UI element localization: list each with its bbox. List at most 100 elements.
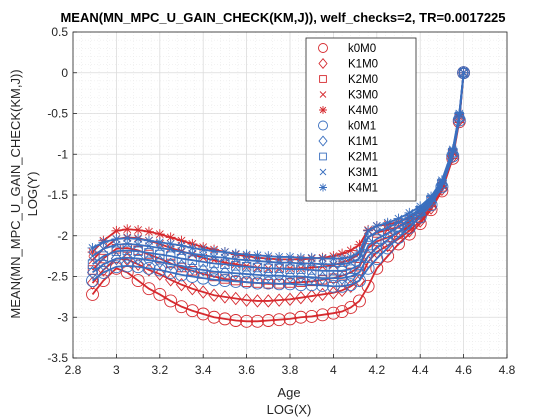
- data-point-circle: [229, 274, 243, 288]
- series-K4M1: [87, 67, 469, 264]
- data-point-x: [319, 91, 327, 98]
- data-point-x: [144, 242, 154, 251]
- data-point-circle: [240, 314, 254, 328]
- data-point-circle: [283, 277, 297, 291]
- data-point-diamond: [262, 268, 274, 283]
- data-point-diamond: [284, 269, 296, 284]
- data-point-star: [87, 242, 98, 253]
- data-point-circle: [153, 263, 167, 277]
- data-point-x: [253, 256, 262, 266]
- data-point-square: [317, 266, 328, 276]
- data-point-circle: [305, 278, 319, 292]
- data-point-star: [319, 106, 327, 114]
- data-point-circle: [318, 120, 328, 131]
- x-tick-label: 4.2: [368, 363, 385, 377]
- data-point-circle: [316, 308, 329, 322]
- legend-label: K3M0: [348, 90, 378, 102]
- data-point-diamond: [336, 271, 348, 285]
- data-point-x: [242, 256, 251, 265]
- data-point-x: [99, 244, 108, 253]
- data-point-square: [285, 264, 295, 274]
- data-point-circle: [96, 274, 110, 288]
- series-layer: [86, 66, 471, 328]
- data-point-star: [98, 237, 109, 248]
- data-point-star: [111, 225, 122, 236]
- data-point-circle: [131, 260, 145, 274]
- x-tick-label: 3.4: [195, 363, 212, 377]
- legend-label: K4M0: [348, 105, 378, 117]
- data-point-circle: [326, 279, 340, 293]
- data-point-square: [307, 265, 317, 275]
- data-point-star: [306, 252, 317, 263]
- data-point-diamond: [186, 261, 198, 276]
- data-point-diamond: [318, 135, 328, 147]
- data-point-x: [355, 254, 364, 263]
- data-point-star: [371, 220, 382, 231]
- data-point-star: [415, 201, 426, 212]
- data-point-star: [165, 232, 176, 243]
- data-point-circle: [185, 270, 199, 283]
- data-point-square: [144, 248, 154, 258]
- data-point-star: [122, 224, 133, 235]
- data-point-star: [274, 251, 285, 262]
- data-point-diamond: [230, 291, 242, 306]
- data-point-circle: [164, 265, 178, 279]
- y-tick-label: -1.5: [47, 188, 68, 202]
- y-tick-label: -3.5: [47, 351, 68, 365]
- legend-entry: K4M0: [319, 105, 378, 117]
- data-point-circle: [272, 277, 286, 291]
- data-point-diamond: [197, 263, 209, 277]
- data-point-square: [319, 152, 327, 161]
- data-point-star: [176, 240, 187, 251]
- y-axis-label: MEAN(MN_MPC_U_GAIN_CHECK(KM,J)): [8, 69, 23, 318]
- data-point-x: [177, 247, 186, 257]
- data-point-star: [317, 253, 328, 264]
- data-point-star: [458, 67, 469, 78]
- data-point-diamond: [273, 293, 285, 307]
- data-point-star: [154, 237, 165, 248]
- x-tick-label: 4: [330, 363, 337, 377]
- data-point-diamond: [154, 255, 166, 269]
- data-point-circle: [352, 274, 366, 288]
- data-point-star: [111, 234, 122, 245]
- series-line: [91, 72, 465, 323]
- data-point-star: [241, 249, 252, 260]
- data-point-diamond: [208, 264, 220, 279]
- data-point-star: [122, 233, 133, 244]
- data-point-star: [252, 250, 263, 261]
- data-point-star: [319, 183, 327, 192]
- data-point-circle: [352, 294, 366, 308]
- legend-entry: K1M0: [318, 57, 378, 71]
- data-point-diamond: [219, 265, 231, 280]
- data-point-square: [111, 246, 122, 256]
- data-point-circle: [335, 279, 349, 293]
- x-tick-label: 4.4: [412, 363, 429, 377]
- data-point-square: [133, 246, 143, 256]
- data-point-star: [345, 245, 356, 256]
- data-point-circle: [294, 278, 308, 292]
- data-point-square: [220, 259, 230, 269]
- data-point-star: [404, 207, 415, 218]
- data-point-square: [209, 258, 219, 269]
- data-point-circle: [196, 271, 210, 285]
- data-point-circle: [218, 312, 232, 326]
- series-line: [91, 72, 465, 302]
- data-point-star: [219, 247, 230, 258]
- data-point-circle: [131, 274, 145, 288]
- data-point-square: [319, 75, 327, 83]
- x-tick-label: 4.6: [455, 363, 472, 377]
- data-point-diamond: [273, 268, 285, 283]
- data-point-circle: [153, 287, 167, 301]
- data-point-star: [187, 242, 198, 253]
- x-tick-label: 4.8: [499, 363, 516, 377]
- data-point-circle: [207, 310, 221, 324]
- y-tick-label: -2.5: [47, 270, 68, 284]
- data-point-star: [382, 217, 393, 228]
- data-point-star: [354, 239, 365, 250]
- data-point-x: [231, 255, 240, 264]
- data-point-diamond: [295, 269, 307, 284]
- data-point-circle: [261, 276, 275, 290]
- legend-entry: K2M1: [319, 152, 378, 164]
- data-point-star: [393, 213, 404, 224]
